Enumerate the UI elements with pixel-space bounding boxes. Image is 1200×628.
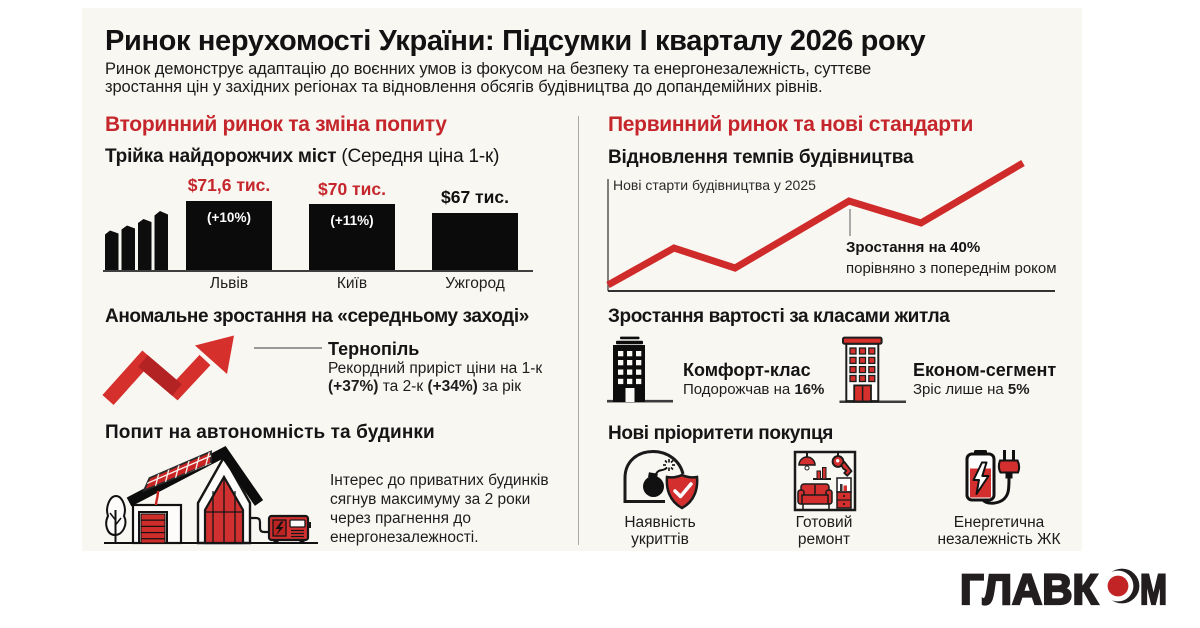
- svg-text:М: М: [1140, 568, 1167, 608]
- svg-text:ГЛАВК: ГЛАВК: [960, 568, 1099, 608]
